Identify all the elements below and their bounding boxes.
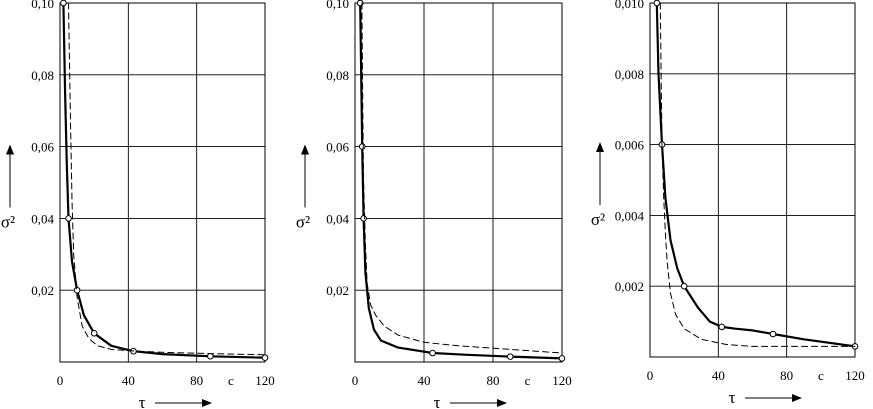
chart-panel-1: 0 40 80 120 c 0,02 0,04 0,06 0,08 0,10 σ² τ bbox=[1, 0, 275, 409]
x-tick-label: 80 bbox=[780, 368, 793, 383]
data-point-marker bbox=[558, 355, 566, 362]
x-axis-label: τ bbox=[434, 393, 441, 409]
data-point-marker bbox=[680, 282, 688, 290]
x-tick-label: 120 bbox=[255, 373, 275, 388]
x-tick-label: 80 bbox=[487, 373, 500, 388]
x-tick-label: 0 bbox=[57, 373, 64, 388]
x-tick-label: 40 bbox=[712, 368, 725, 383]
x-unit-label: c bbox=[228, 373, 234, 388]
data-point-marker bbox=[261, 354, 269, 361]
data-point-marker bbox=[769, 330, 777, 338]
data-point-marker bbox=[653, 0, 661, 7]
data-point-marker bbox=[73, 286, 81, 294]
x-tick-label: 40 bbox=[418, 373, 431, 388]
y-axis-arrowhead-icon bbox=[301, 144, 309, 155]
data-point-marker bbox=[90, 329, 98, 337]
x-unit-label: c bbox=[818, 368, 824, 383]
chart-panel-3: 0 40 80 120 c 0,002 0,004 0,006 0,008 0,010 σ² τ bbox=[591, 0, 865, 407]
series-line-solid bbox=[62, 1, 267, 359]
data-point-marker bbox=[207, 352, 214, 360]
plot-frame bbox=[59, 2, 266, 363]
series-line-solid bbox=[655, 1, 857, 348]
y-tick-label: 0,008 bbox=[615, 67, 644, 82]
data-point-marker bbox=[506, 353, 514, 360]
series-line-dashed bbox=[361, 2, 563, 354]
series-line-dashed bbox=[659, 2, 856, 347]
y-axis-arrowhead-icon bbox=[6, 144, 14, 155]
x-axis-arrowhead-icon bbox=[497, 399, 507, 407]
y-tick-label: 0,006 bbox=[615, 138, 645, 153]
x-axis-label: τ bbox=[139, 393, 146, 409]
y-tick-label: 0,06 bbox=[326, 140, 349, 155]
y-tick-label: 0,02 bbox=[31, 283, 54, 298]
plot-frame bbox=[649, 2, 856, 358]
y-tick-label: 0,04 bbox=[326, 211, 349, 226]
y-tick-label: 0,04 bbox=[31, 211, 54, 226]
data-point-marker bbox=[718, 323, 726, 331]
x-tick-label: 40 bbox=[122, 373, 135, 388]
y-tick-label: 0,06 bbox=[31, 140, 54, 155]
y-tick-label: 0,002 bbox=[615, 279, 644, 294]
plot-frame bbox=[354, 2, 563, 363]
y-tick-label: 0,004 bbox=[615, 208, 645, 223]
y-tick-label: 0,08 bbox=[31, 68, 54, 83]
y-axis-label: σ² bbox=[591, 210, 605, 229]
data-point-marker bbox=[360, 215, 367, 222]
x-axis-label: τ bbox=[729, 388, 736, 407]
x-tick-label: 0 bbox=[352, 373, 359, 388]
data-point-marker bbox=[65, 215, 72, 222]
y-axis-arrowhead-icon bbox=[596, 142, 604, 152]
data-point-marker bbox=[429, 349, 436, 357]
y-tick-label: 0,10 bbox=[326, 0, 349, 11]
y-axis-label: σ² bbox=[296, 213, 310, 232]
chart-panel-2: 0 40 80 120 c 0,02 0,04 0,06 0,08 0,10 σ² τ bbox=[296, 0, 572, 409]
data-point-marker bbox=[60, 0, 67, 7]
y-tick-label: 0,02 bbox=[326, 283, 349, 298]
series-line-dashed bbox=[68, 2, 266, 356]
data-point-marker bbox=[358, 143, 366, 150]
x-axis-arrowhead-icon bbox=[202, 399, 212, 407]
y-axis-label: σ² bbox=[1, 213, 15, 232]
x-unit-label: c bbox=[525, 373, 531, 388]
series-line-solid bbox=[359, 1, 564, 360]
x-tick-label: 120 bbox=[845, 368, 865, 383]
x-tick-label: 0 bbox=[647, 368, 654, 383]
y-tick-label: 0,010 bbox=[615, 0, 644, 11]
y-tick-label: 0,08 bbox=[326, 68, 349, 83]
x-tick-label: 80 bbox=[190, 373, 203, 388]
y-tick-label: 0,10 bbox=[31, 0, 54, 11]
x-tick-label: 120 bbox=[552, 373, 572, 388]
x-axis-arrowhead-icon bbox=[792, 394, 802, 402]
